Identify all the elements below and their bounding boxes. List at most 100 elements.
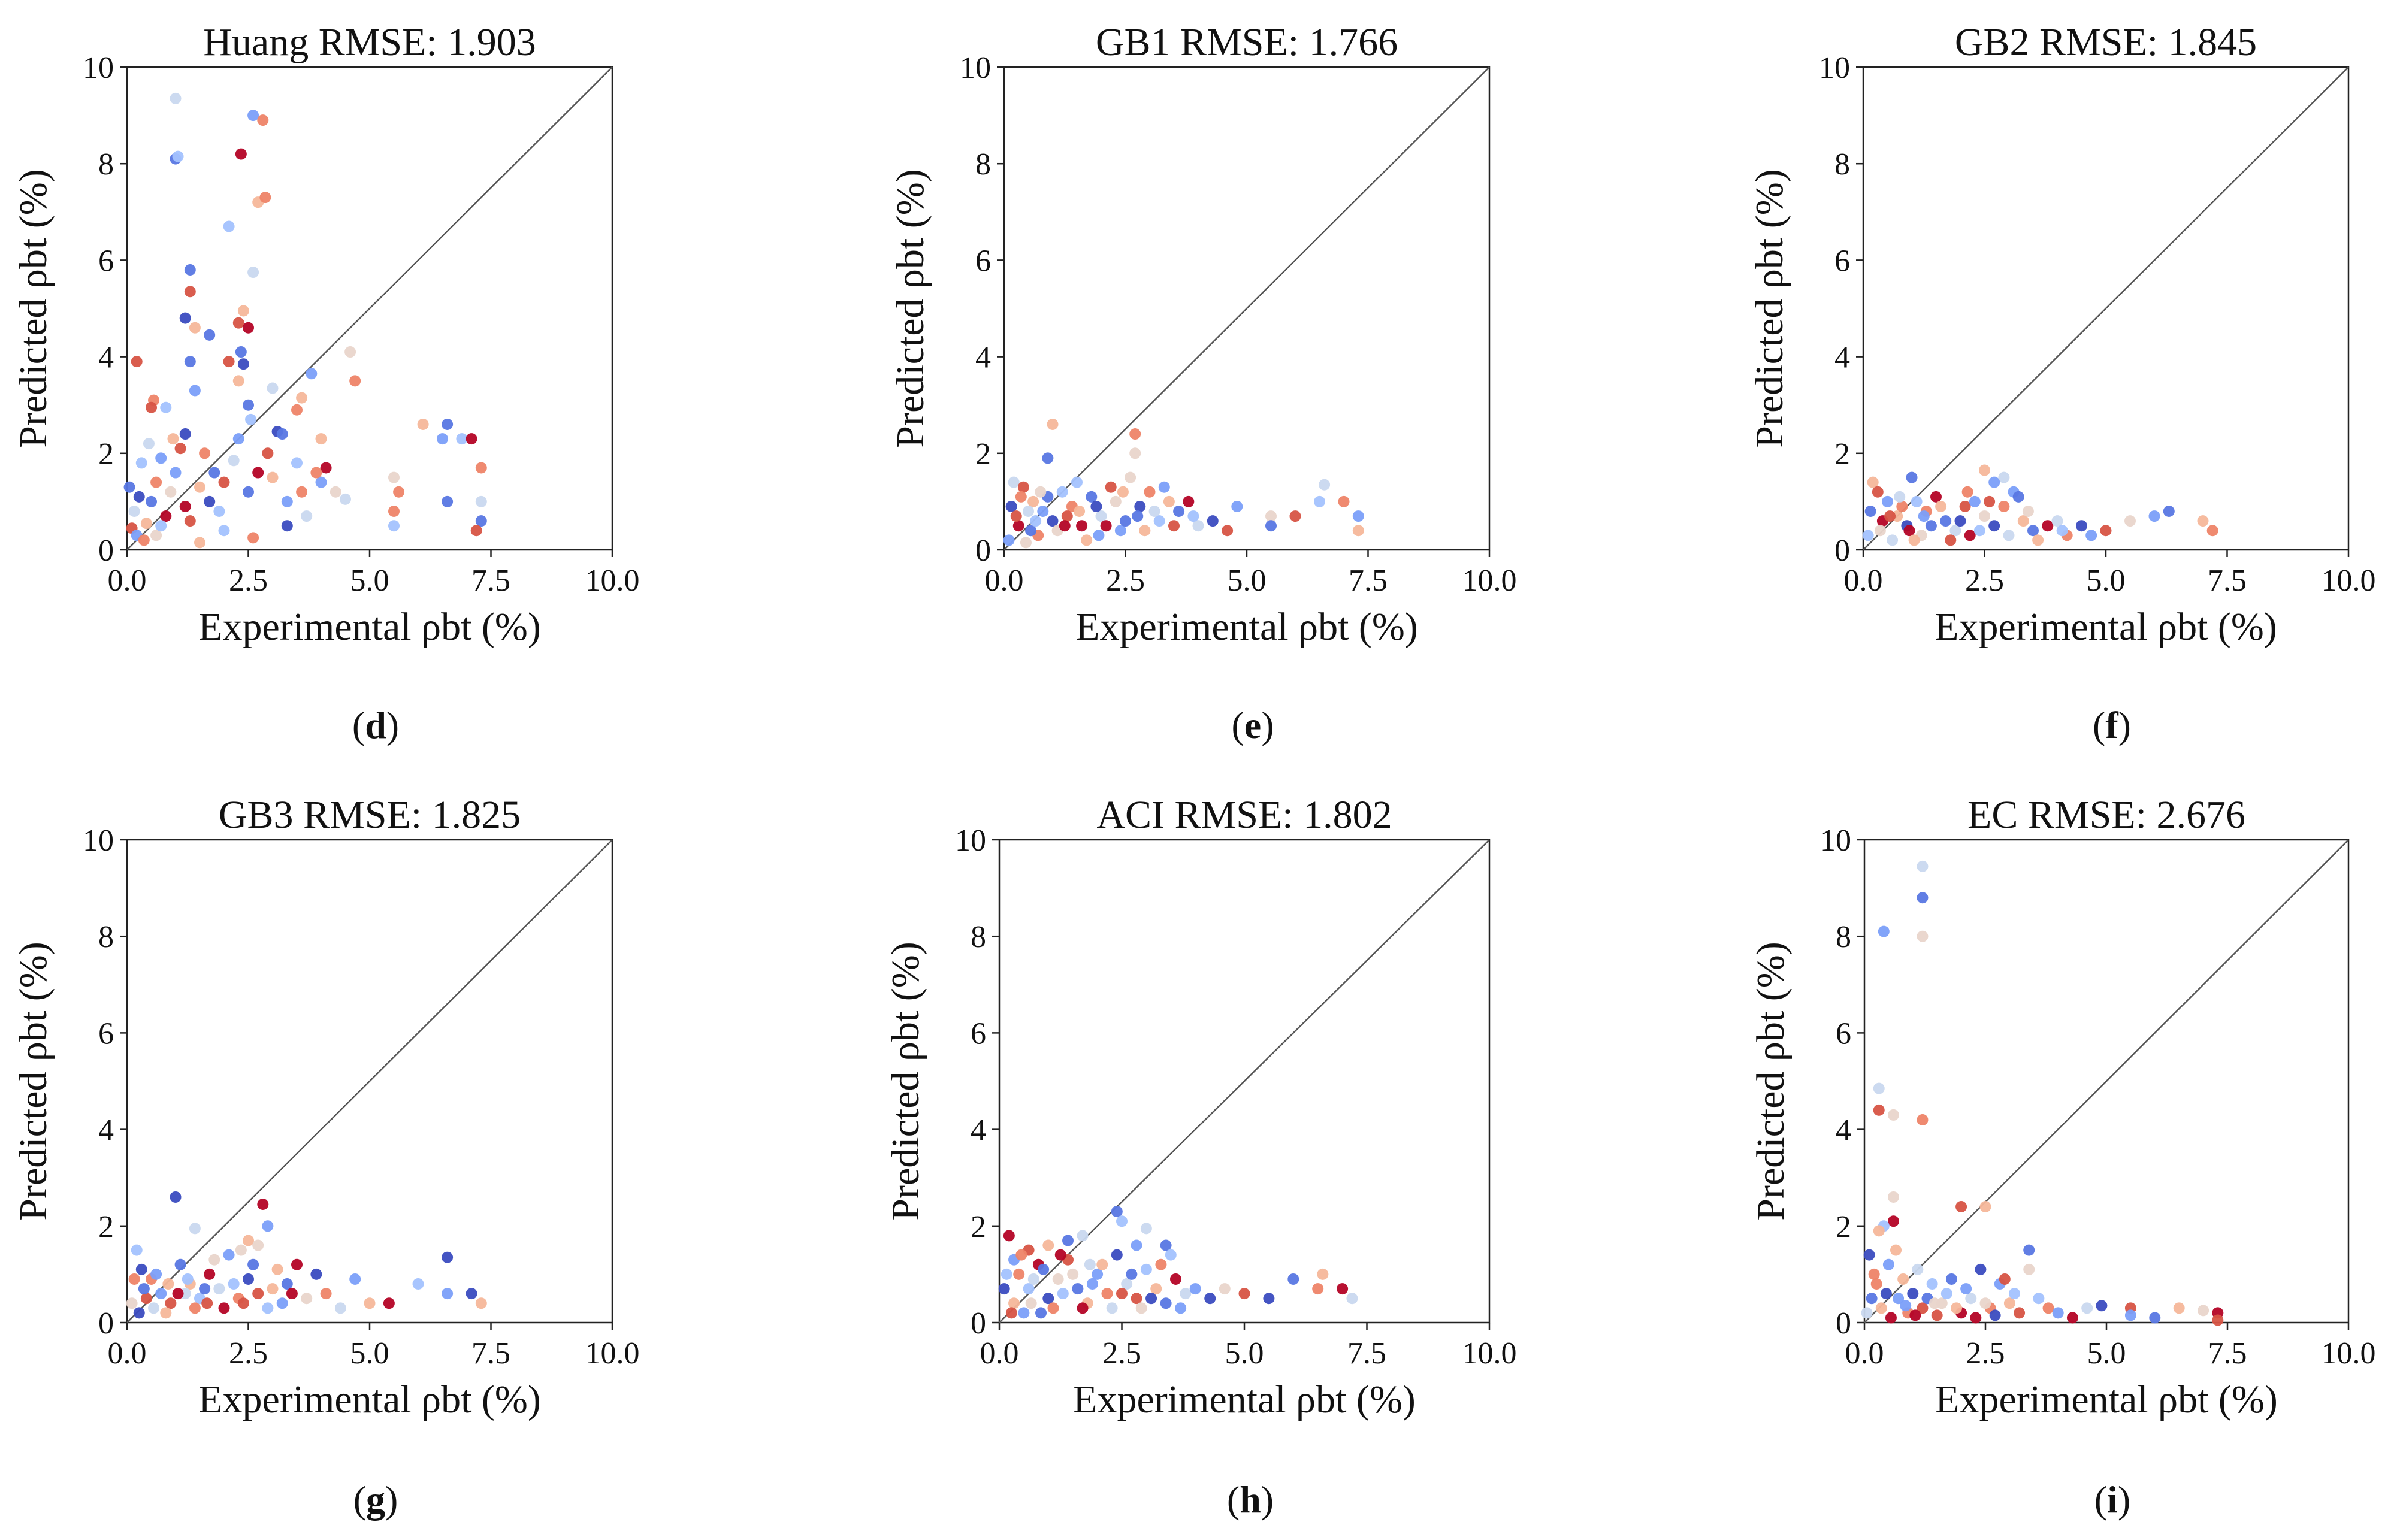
- data-point: [232, 375, 244, 387]
- data-point: [1352, 510, 1364, 522]
- data-point: [2051, 515, 2063, 527]
- data-point: [213, 1283, 225, 1295]
- data-point: [1979, 510, 1990, 522]
- data-point: [2066, 1312, 2078, 1324]
- data-point: [1121, 1278, 1133, 1290]
- data-point: [150, 530, 162, 541]
- x-tick-label: 7.5: [471, 1336, 510, 1370]
- data-point: [123, 481, 135, 493]
- data-point: [1896, 500, 1908, 512]
- data-point: [2003, 1297, 2015, 1309]
- panel-label: (e): [1231, 704, 1274, 746]
- data-point: [182, 1273, 194, 1285]
- data-point: [291, 1258, 303, 1270]
- data-point: [201, 1297, 213, 1309]
- y-axis-title: Predicted ρbt (%): [1749, 942, 1793, 1220]
- identity-line: [126, 839, 613, 1323]
- data-point: [1030, 515, 1042, 527]
- x-axis-title: Experimental ρbt (%): [1935, 1378, 2278, 1421]
- panel-label: (h): [1227, 1478, 1274, 1521]
- data-point: [1862, 530, 1874, 541]
- data-point: [1111, 1249, 1123, 1261]
- data-point: [1885, 1312, 1897, 1324]
- data-point: [276, 428, 288, 440]
- data-point: [1025, 525, 1037, 537]
- data-point: [257, 114, 269, 126]
- x-tick-label: 10.0: [2322, 564, 2376, 598]
- data-point: [179, 312, 191, 324]
- data-point: [243, 1273, 254, 1285]
- data-point: [364, 1297, 376, 1309]
- data-point: [1222, 525, 1234, 537]
- data-point: [1003, 1230, 1015, 1242]
- data-point: [412, 1278, 424, 1290]
- data-point: [1081, 534, 1093, 546]
- data-point: [133, 1307, 145, 1319]
- data-point: [1312, 1283, 1324, 1295]
- y-tick-label: 2: [1834, 437, 1850, 471]
- data-point: [235, 148, 247, 160]
- data-point: [259, 192, 271, 204]
- y-tick-label: 2: [975, 437, 991, 471]
- y-tick-label: 8: [98, 147, 114, 181]
- data-point: [155, 1288, 167, 1300]
- data-point: [1917, 892, 1929, 904]
- data-point: [1231, 500, 1243, 512]
- data-point: [417, 418, 429, 430]
- data-point: [1945, 534, 1957, 546]
- data-point: [301, 510, 313, 522]
- data-point: [194, 537, 205, 549]
- data-point: [1013, 1268, 1025, 1280]
- data-point: [194, 481, 205, 493]
- data-point: [1917, 930, 1929, 942]
- data-point: [1077, 1302, 1089, 1314]
- data-point: [1337, 1283, 1349, 1295]
- data-point: [1020, 537, 1032, 549]
- data-point: [475, 1297, 487, 1309]
- chart-panel-i: 0.0 2.5 5.0 7.5 10.0 0 2 4 6 8 10 EC RMSE: 2.676 Exp…: [1749, 793, 2376, 1521]
- data-point: [257, 1199, 269, 1211]
- panel-label: (f): [2093, 704, 2131, 746]
- data-point: [184, 264, 196, 276]
- data-point: [2052, 1307, 2064, 1319]
- x-tick-label: 10.0: [585, 1336, 640, 1370]
- data-point: [2148, 510, 2160, 522]
- data-point: [1338, 495, 1350, 507]
- x-tick-label: 5.0: [2087, 1336, 2126, 1370]
- panel-label: (i): [2094, 1478, 2130, 1521]
- data-point: [1084, 1258, 1096, 1270]
- data-point: [232, 317, 244, 329]
- data-point: [1890, 1244, 1902, 1256]
- data-point: [2023, 1244, 2035, 1256]
- data-point: [1314, 495, 1325, 507]
- data-point: [1929, 1297, 1940, 1309]
- y-tick-label: 4: [1836, 1114, 1851, 1148]
- data-points: [1862, 464, 2218, 546]
- data-point: [1999, 1273, 2011, 1285]
- data-point: [2096, 1300, 2108, 1312]
- data-point: [475, 462, 487, 474]
- data-point: [1131, 1293, 1142, 1305]
- data-point: [235, 1244, 247, 1256]
- x-tick-label: 2.5: [1102, 1336, 1141, 1370]
- data-point: [1037, 506, 1049, 518]
- data-point: [262, 447, 274, 459]
- data-point: [228, 1278, 240, 1290]
- data-point: [1874, 525, 1886, 537]
- data-point: [437, 433, 448, 445]
- data-point: [2012, 491, 2024, 503]
- data-point: [1965, 1293, 1977, 1305]
- data-point: [128, 506, 140, 518]
- data-point: [1911, 495, 1923, 507]
- data-point: [1126, 1268, 1138, 1280]
- data-point: [1005, 1307, 1017, 1319]
- data-point: [1979, 464, 1990, 476]
- data-point: [165, 486, 177, 498]
- x-tick-label: 5.0: [1228, 564, 1267, 598]
- data-point: [179, 428, 191, 440]
- x-tick-label: 0.0: [108, 1336, 147, 1370]
- x-tick-label: 7.5: [1347, 1336, 1386, 1370]
- data-point: [1140, 1263, 1152, 1275]
- data-point: [189, 1223, 201, 1235]
- data-point: [204, 1268, 216, 1280]
